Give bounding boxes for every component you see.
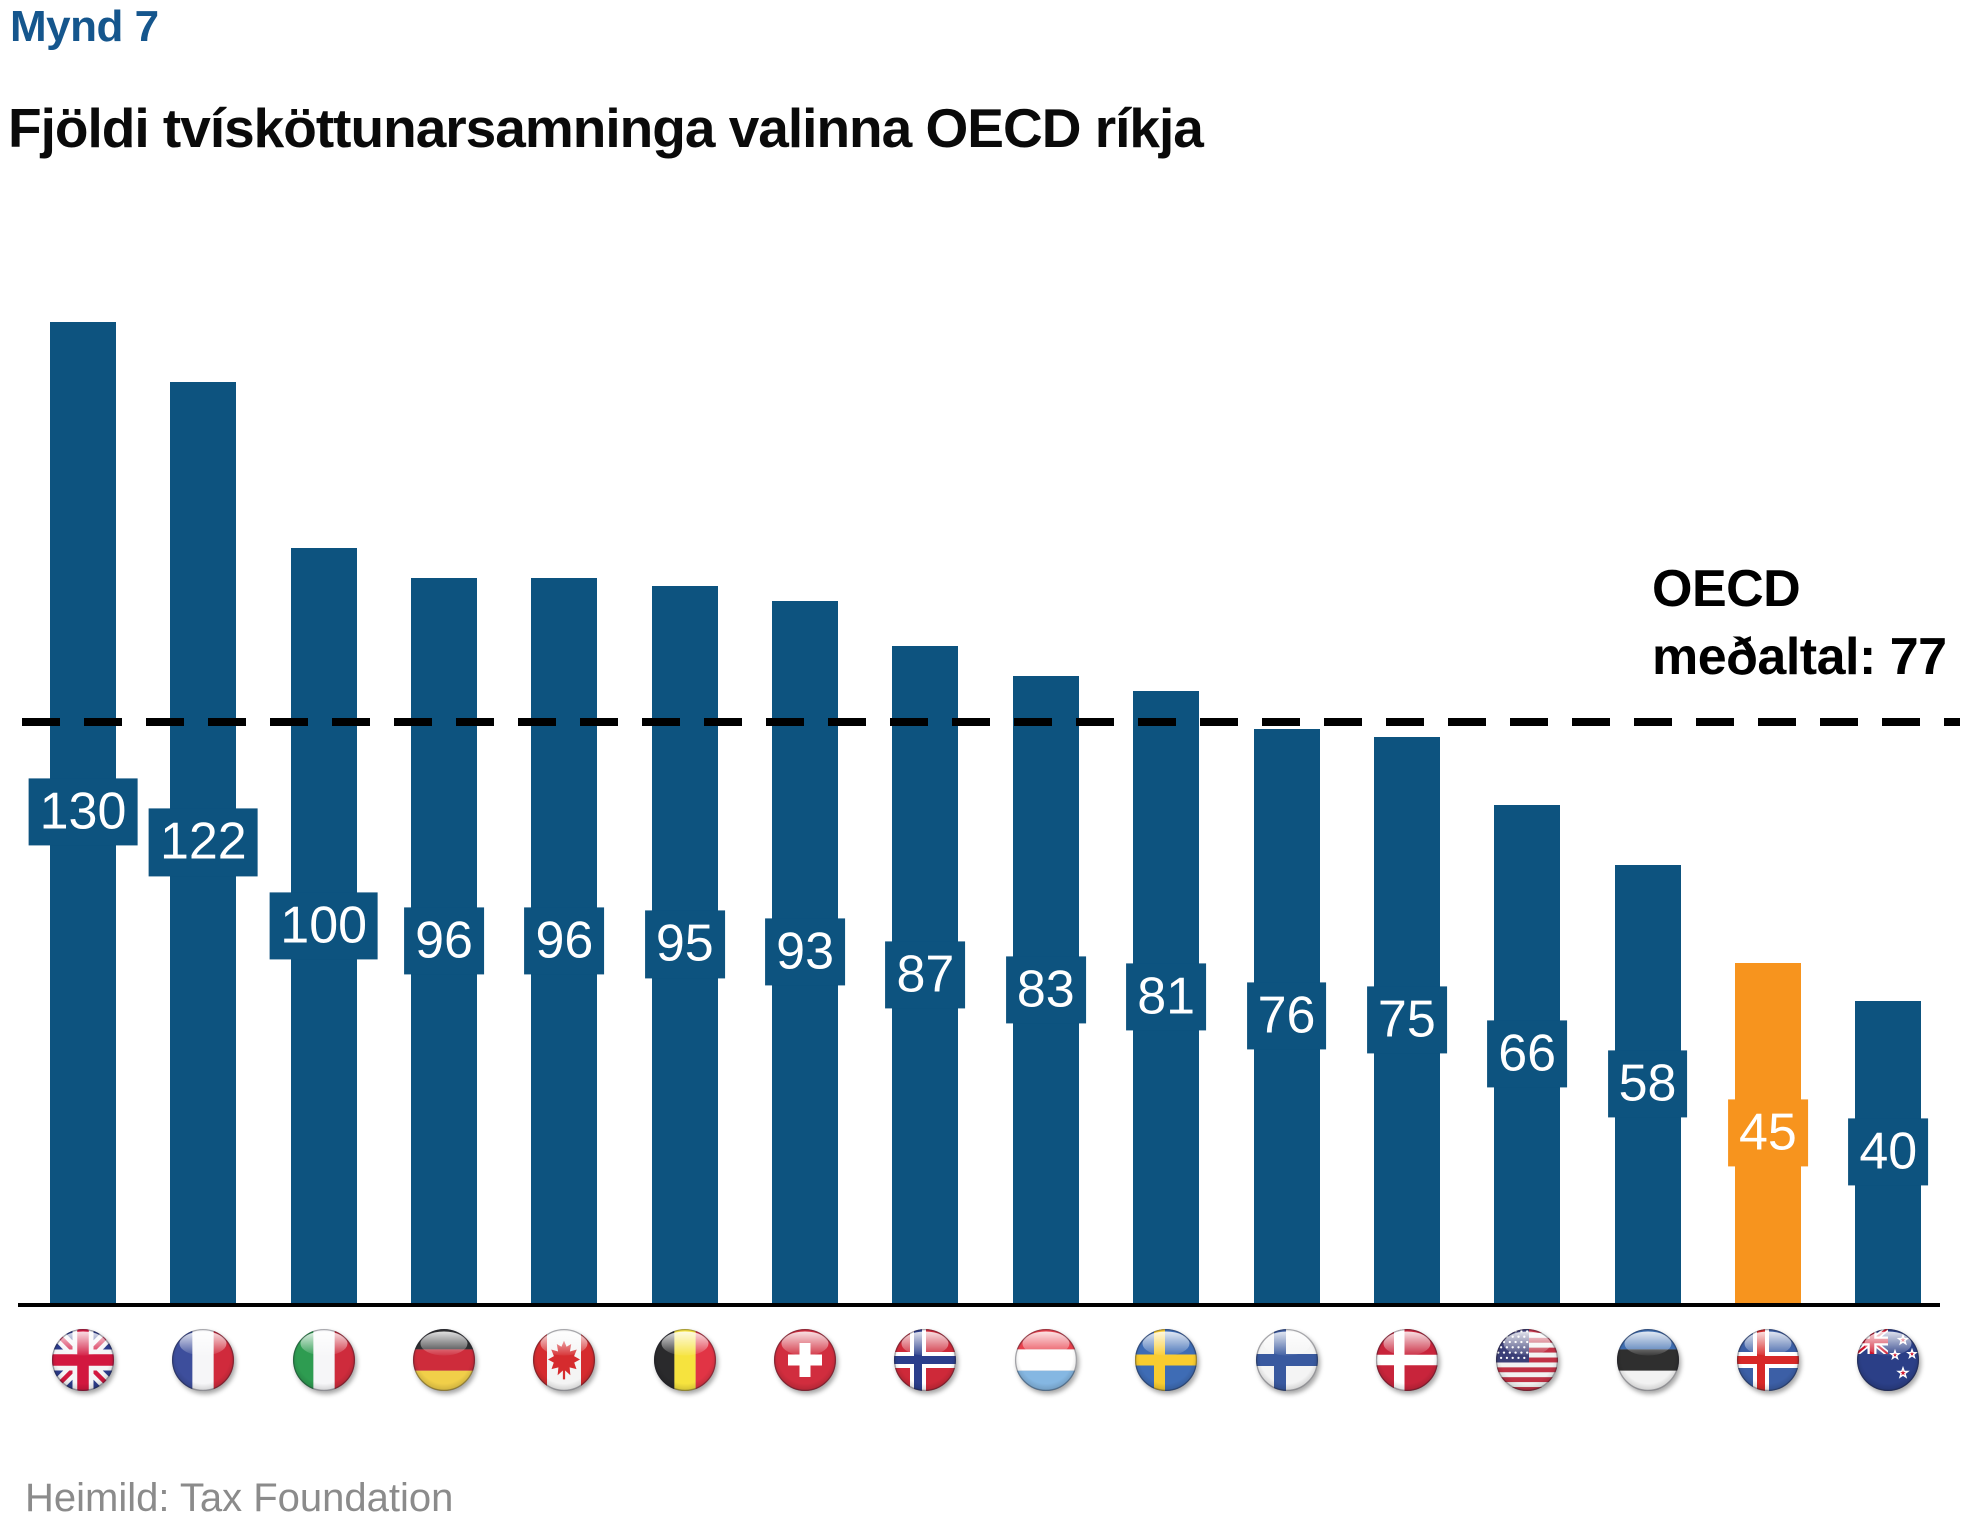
bar-value-label-canada: 96	[524, 907, 605, 975]
flag-slot-united-kingdom	[51, 1328, 115, 1392]
oecd-average-label: OECD meðaltal: 77	[1652, 556, 1947, 691]
flag-slot-new-zealand	[1856, 1328, 1920, 1392]
flag-slot-italy	[292, 1328, 356, 1392]
flag-slot-luxembourg	[1014, 1328, 1078, 1392]
flag-is-icon	[1736, 1328, 1799, 1392]
figure-label: Mynd 7	[10, 2, 159, 51]
bar-value-label-iceland: 45	[1727, 1099, 1808, 1167]
flag-nz-icon	[1857, 1328, 1920, 1392]
flag-it-icon	[292, 1328, 355, 1392]
flag-fr-icon	[172, 1328, 235, 1392]
flag-fi-icon	[1255, 1328, 1318, 1392]
flag-slot-finland	[1255, 1328, 1319, 1392]
flag-slot-denmark	[1375, 1328, 1439, 1392]
flag-slot-sweden	[1134, 1328, 1198, 1392]
flag-de-icon	[412, 1328, 476, 1392]
oecd-average-label-line2: meðaltal: 77	[1652, 627, 1947, 686]
flag-slot-united-states	[1495, 1328, 1559, 1392]
oecd-average-dashed-line	[22, 717, 1960, 726]
flag-us-icon	[1496, 1328, 1559, 1392]
bar-value-label-finland: 76	[1246, 982, 1327, 1050]
bar-value-label-italy: 100	[269, 891, 379, 960]
bar-value-label-new-zealand: 40	[1848, 1118, 1929, 1186]
flag-no-icon	[894, 1328, 957, 1392]
flag-slot-france	[171, 1328, 235, 1392]
flag-se-icon	[1135, 1328, 1198, 1392]
bar-value-label-denmark: 75	[1366, 986, 1447, 1054]
bar-value-label-norway: 87	[885, 940, 966, 1009]
chart-title: Fjöldi tvísköttunarsamninga valinna OECD…	[8, 97, 1204, 159]
x-axis-line	[18, 1303, 1940, 1307]
flag-ee-icon	[1616, 1328, 1679, 1392]
bar-value-label-germany: 96	[404, 907, 484, 975]
flag-slot-belgium	[653, 1328, 717, 1392]
bar-value-label-united-kingdom: 130	[28, 778, 138, 846]
flag-slot-canada	[532, 1328, 596, 1392]
bar-value-label-sweden: 81	[1126, 963, 1207, 1031]
flag-slot-germany	[412, 1328, 476, 1392]
flag-lu-icon	[1014, 1328, 1077, 1392]
flag-dk-icon	[1375, 1328, 1438, 1392]
bar-value-label-switzerland: 93	[765, 918, 846, 986]
flag-slot-switzerland	[773, 1328, 837, 1392]
bar-value-label-united-states: 66	[1487, 1020, 1568, 1088]
oecd-average-label-line1: OECD	[1652, 560, 1801, 618]
bar-value-label-estonia: 58	[1607, 1050, 1688, 1118]
source-note: Heimild: Tax Foundation	[25, 1476, 454, 1520]
flag-slot-estonia	[1616, 1328, 1680, 1392]
flag-slot-norway	[893, 1328, 957, 1392]
flag-slot-iceland	[1736, 1328, 1800, 1392]
bar-value-label-belgium: 95	[644, 910, 725, 978]
flag-ca-icon	[533, 1328, 596, 1392]
flag-be-icon	[653, 1328, 716, 1392]
flag-gb-icon	[51, 1328, 115, 1392]
bar-value-label-france: 122	[148, 808, 258, 877]
flag-ch-icon	[774, 1328, 837, 1392]
bar-value-label-luxembourg: 83	[1005, 956, 1086, 1024]
